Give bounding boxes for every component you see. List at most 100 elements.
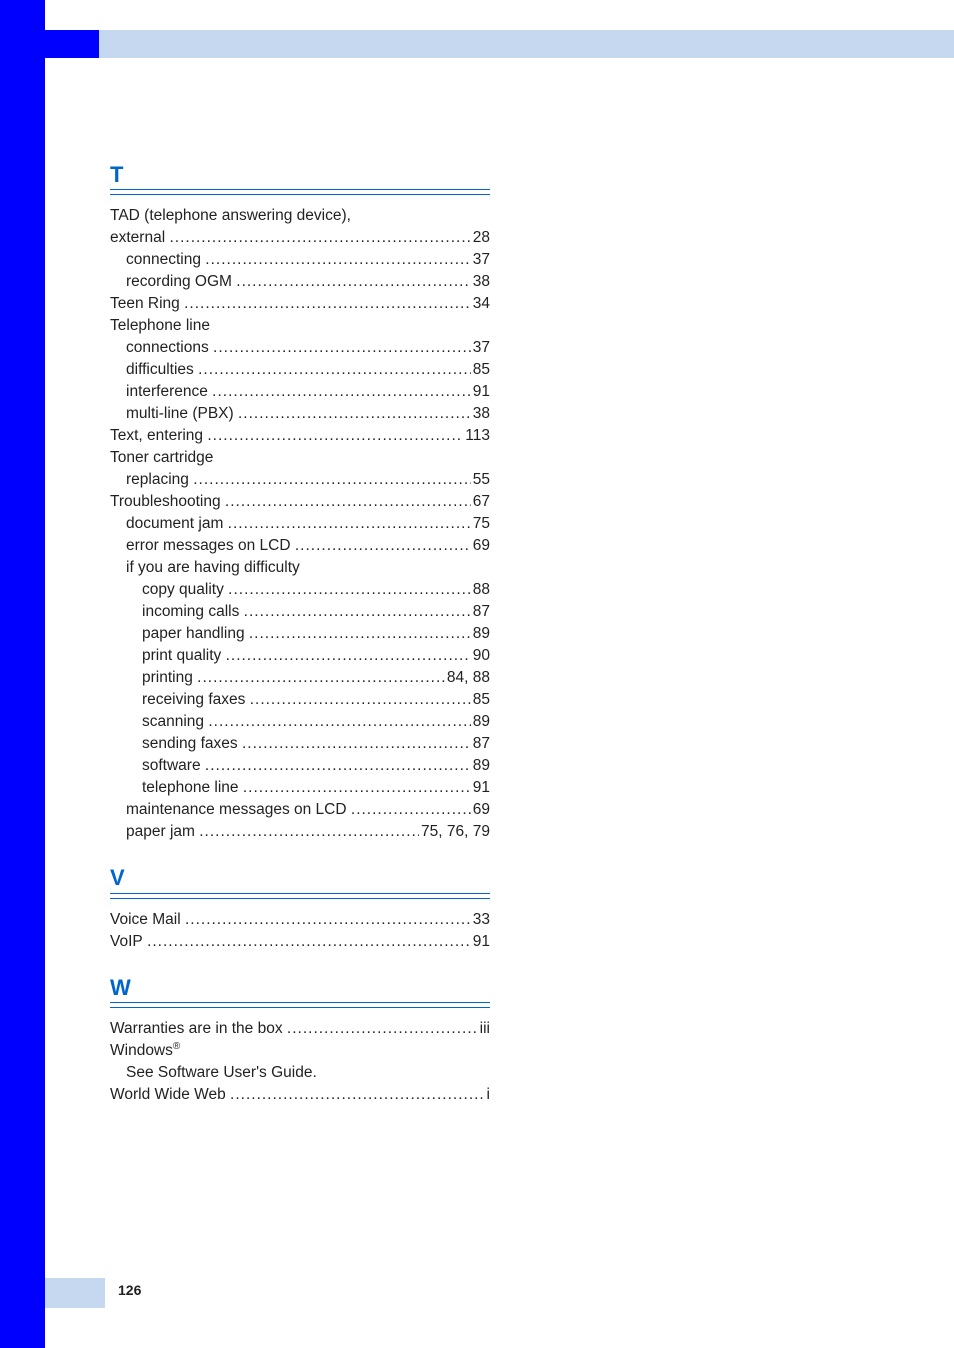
entry-label: copy quality: [142, 579, 228, 601]
entry-label: Toner cartridge: [110, 447, 213, 469]
index-entry: Windows®: [110, 1040, 490, 1062]
entry-page[interactable]: 91: [471, 381, 490, 403]
index-content: TTAD (telephone answering device),extern…: [110, 140, 490, 1106]
index-entry: if you are having difficulty: [110, 557, 490, 579]
entry-page[interactable]: 89: [471, 755, 490, 777]
entry-leader-dots: [210, 315, 490, 337]
entry-label: connecting: [126, 249, 205, 271]
index-entry: VoIP 91: [110, 931, 490, 953]
index-entry: software 89: [110, 755, 490, 777]
entry-page[interactable]: 75: [471, 513, 490, 535]
index-entry: difficulties 85: [110, 359, 490, 381]
entry-page[interactable]: 33: [471, 909, 490, 931]
entry-page[interactable]: i: [485, 1084, 490, 1106]
entry-leader-dots: [351, 205, 490, 227]
entry-leader-dots: [228, 513, 471, 535]
entry-leader-dots: [249, 623, 471, 645]
entry-label: document jam: [126, 513, 228, 535]
section-underline: [110, 194, 490, 195]
entry-page[interactable]: 69: [471, 799, 490, 821]
section-underline: [110, 898, 490, 899]
index-entry: Toner cartridge: [110, 447, 490, 469]
entry-label: external: [110, 227, 169, 249]
entry-page[interactable]: iii: [478, 1018, 490, 1040]
entry-page[interactable]: 85: [471, 689, 490, 711]
entry-page[interactable]: 91: [471, 931, 490, 953]
entry-leader-dots: [317, 1062, 490, 1084]
index-entry: replacing 55: [110, 469, 490, 491]
entry-page[interactable]: 69: [471, 535, 490, 557]
entry-page[interactable]: 34: [471, 293, 490, 315]
index-entry: Teen Ring 34: [110, 293, 490, 315]
index-entry: paper jam 75, 76, 79: [110, 821, 490, 843]
index-entry: receiving faxes 85: [110, 689, 490, 711]
entry-page[interactable]: 38: [471, 271, 490, 293]
header-band-accent: [45, 30, 99, 58]
entry-leader-dots: [213, 337, 471, 359]
entry-page[interactable]: 87: [471, 733, 490, 755]
entry-leader-dots: [193, 469, 471, 491]
entry-leader-dots: [228, 579, 471, 601]
entry-leader-dots: [212, 381, 471, 403]
index-entry: print quality 90: [110, 645, 490, 667]
entry-leader-dots: [287, 1018, 478, 1040]
entry-label: error messages on LCD: [126, 535, 295, 557]
entry-leader-dots: [147, 931, 471, 953]
entry-page[interactable]: 84, 88: [445, 667, 490, 689]
index-entry: copy quality 88: [110, 579, 490, 601]
entry-page[interactable]: 85: [471, 359, 490, 381]
entry-label: difficulties: [126, 359, 198, 381]
entry-leader-dots: [225, 491, 471, 513]
entry-label: recording OGM: [126, 271, 236, 293]
index-entry: Telephone line: [110, 315, 490, 337]
entry-page[interactable]: 55: [471, 469, 490, 491]
entry-leader-dots: [205, 755, 471, 777]
index-entry: document jam 75: [110, 513, 490, 535]
entry-label: Voice Mail: [110, 909, 185, 931]
sidebar-stripe: [0, 0, 45, 1348]
entry-page[interactable]: 37: [471, 249, 490, 271]
entry-label: software: [142, 755, 205, 777]
index-entry: connecting 37: [110, 249, 490, 271]
entry-label: telephone line: [142, 777, 243, 799]
entry-page[interactable]: 38: [471, 403, 490, 425]
entry-label: sending faxes: [142, 733, 242, 755]
entry-label: replacing: [126, 469, 193, 491]
index-entry: sending faxes 87: [110, 733, 490, 755]
entry-label: receiving faxes: [142, 689, 250, 711]
entry-leader-dots: [208, 711, 470, 733]
entry-page[interactable]: 37: [471, 337, 490, 359]
entry-page[interactable]: 88: [471, 579, 490, 601]
index-entry: scanning 89: [110, 711, 490, 733]
index-entry: external 28: [110, 227, 490, 249]
registered-icon: ®: [173, 1041, 180, 1052]
entry-label: See Software User's Guide.: [126, 1062, 317, 1084]
entry-label: TAD (telephone answering device),: [110, 205, 351, 227]
index-entry: printing 84, 88: [110, 667, 490, 689]
entry-page[interactable]: 91: [471, 777, 490, 799]
section-letter: V: [110, 865, 490, 893]
entry-label: interference: [126, 381, 212, 403]
entry-page[interactable]: 90: [471, 645, 490, 667]
index-entry: Voice Mail 33: [110, 909, 490, 931]
entry-label: connections: [126, 337, 213, 359]
entry-leader-dots: [213, 447, 490, 469]
entry-label: scanning: [142, 711, 208, 733]
entry-page[interactable]: 28: [471, 227, 490, 249]
index-entry: Warranties are in the box iii: [110, 1018, 490, 1040]
entry-page[interactable]: 75, 76, 79: [419, 821, 490, 843]
entry-leader-dots: [205, 249, 470, 271]
entry-page[interactable]: 113: [463, 425, 490, 447]
page-tab: [45, 1278, 105, 1308]
entry-label: incoming calls: [142, 601, 244, 623]
index-entry: telephone line 91: [110, 777, 490, 799]
entry-label: multi-line (PBX): [126, 403, 238, 425]
entry-leader-dots: [185, 909, 471, 931]
entry-page[interactable]: 89: [471, 623, 490, 645]
page-number: 126: [118, 1282, 141, 1298]
entry-page[interactable]: 67: [471, 491, 490, 513]
entry-label: print quality: [142, 645, 226, 667]
entry-leader-dots: [169, 227, 470, 249]
entry-page[interactable]: 87: [471, 601, 490, 623]
entry-page[interactable]: 89: [471, 711, 490, 733]
